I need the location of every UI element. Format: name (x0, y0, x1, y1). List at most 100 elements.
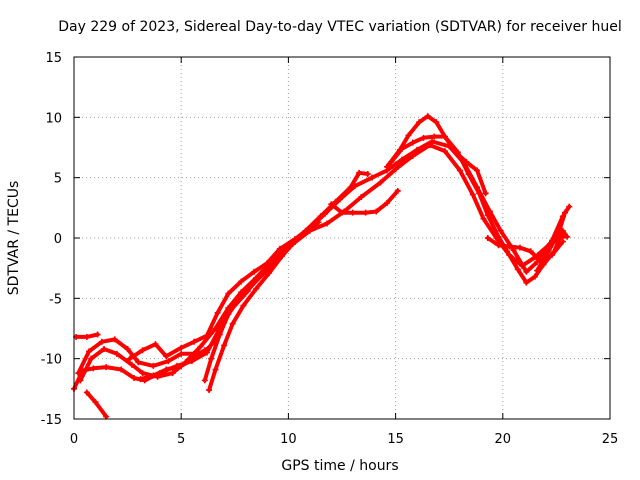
x-axis-label: GPS time / hours (281, 458, 398, 474)
data-point (135, 359, 142, 366)
data-point (244, 288, 251, 295)
data-point (480, 215, 487, 222)
data-point (75, 370, 82, 377)
data-point (203, 332, 210, 339)
data-point (561, 209, 568, 216)
data-point (191, 355, 198, 362)
data-point (399, 156, 406, 163)
data-point (212, 366, 219, 373)
data-point (377, 179, 384, 186)
data-point (399, 145, 406, 152)
data-point (253, 285, 260, 292)
data-point (476, 190, 483, 197)
data-point (484, 235, 491, 241)
data-point (221, 342, 228, 349)
data-point (201, 377, 208, 384)
data-point (229, 320, 236, 327)
data-point (452, 149, 459, 156)
data-point (169, 370, 176, 377)
data-point (506, 243, 513, 250)
data-point (124, 346, 131, 353)
x-tick-label: 20 (495, 432, 512, 447)
data-point (373, 208, 380, 215)
series-track-11 (385, 114, 570, 285)
data-point (83, 389, 90, 396)
y-tick-label: 15 (45, 51, 62, 66)
series-track-1 (72, 143, 567, 391)
data-point (150, 362, 157, 369)
data-point (113, 350, 120, 357)
data-point (384, 200, 391, 207)
data-point (90, 365, 97, 372)
series-track-4 (84, 390, 109, 419)
data-point (321, 210, 328, 217)
data-point (263, 260, 270, 267)
data-point (191, 338, 198, 345)
data-point (504, 248, 511, 255)
data-point (240, 302, 247, 309)
data-point (101, 346, 108, 353)
data-point (216, 331, 223, 338)
data-point (484, 212, 491, 219)
data-point (388, 158, 395, 165)
data-point (178, 362, 185, 369)
data-point (358, 193, 365, 200)
data-point (465, 171, 472, 178)
y-tick-label: -5 (49, 292, 62, 307)
x-tick-label: 15 (387, 432, 404, 447)
data-point (564, 233, 571, 240)
data-point (208, 355, 215, 362)
data-point (362, 209, 369, 216)
data-point (495, 242, 502, 249)
data-point (94, 331, 101, 338)
data-point (555, 230, 562, 237)
y-tick-label: 5 (54, 172, 62, 187)
series-track-3 (76, 139, 565, 376)
data-point (233, 298, 240, 305)
data-point (111, 336, 118, 343)
data-point (206, 387, 213, 394)
data-point (278, 253, 285, 260)
data-point (126, 355, 133, 362)
data-point (527, 248, 534, 255)
data-point (163, 353, 170, 360)
data-point (495, 233, 502, 240)
data-point (424, 113, 431, 120)
data-point (163, 366, 170, 373)
data-point (514, 266, 521, 273)
data-point (405, 132, 412, 139)
data-point (394, 187, 401, 194)
data-point (212, 325, 219, 332)
data-point (77, 377, 84, 384)
y-tick-label: 0 (54, 232, 62, 247)
data-point (456, 167, 463, 174)
y-tick-label: 10 (45, 111, 62, 126)
data-point (534, 267, 541, 274)
data-point (431, 133, 438, 140)
data-point (137, 376, 144, 383)
data-point (139, 347, 146, 354)
data-point (103, 364, 110, 371)
data-point (266, 269, 273, 276)
series-track-9 (202, 289, 250, 383)
y-tick-label: -15 (41, 413, 62, 428)
data-point (259, 271, 266, 278)
data-point (559, 238, 566, 245)
data-point (150, 372, 157, 379)
data-point (364, 171, 371, 178)
y-tick-label: -10 (41, 353, 62, 368)
data-point (523, 279, 530, 286)
series-track-12 (389, 134, 488, 196)
data-point (98, 338, 105, 345)
data-point (544, 249, 551, 256)
data-point (469, 191, 476, 198)
x-tick-label: 10 (280, 432, 297, 447)
data-point (566, 203, 573, 210)
x-tick-label: 5 (177, 432, 185, 447)
data-point (238, 278, 245, 285)
data-point (315, 219, 322, 226)
data-point (409, 139, 416, 146)
data-point (414, 146, 421, 153)
data-point (197, 343, 204, 350)
data-point (201, 347, 208, 354)
